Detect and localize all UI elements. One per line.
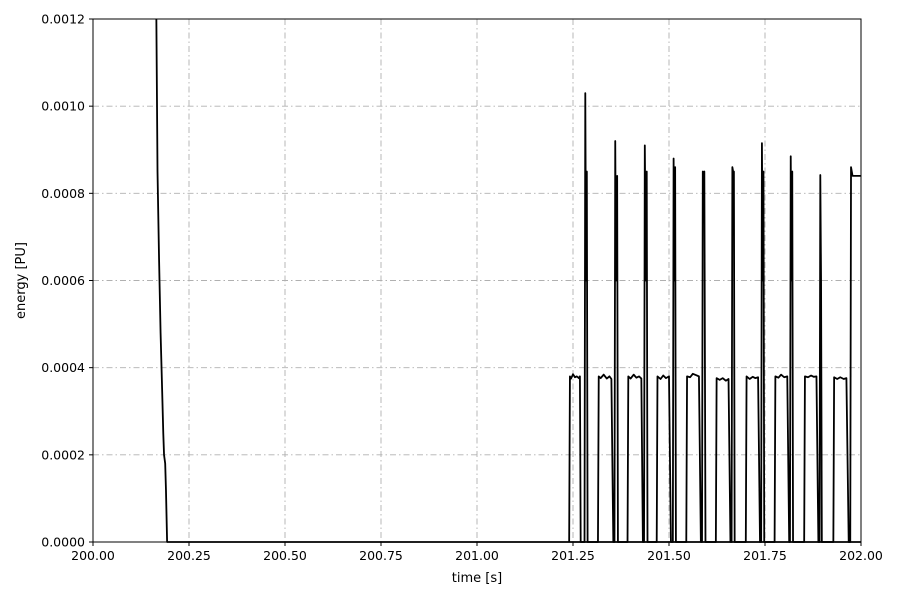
x-axis-label: time [s] (452, 571, 502, 586)
y-tick-label: 0.0004 (41, 360, 85, 375)
x-tick-label: 202.00 (839, 548, 883, 563)
y-tick-label: 0.0000 (41, 535, 85, 550)
y-tick-label: 0.0010 (41, 99, 85, 114)
series-line-2 (568, 92, 861, 543)
x-tick-label: 200.50 (263, 548, 307, 563)
y-tick-label: 0.0006 (41, 273, 85, 288)
x-tick-label: 200.25 (167, 548, 211, 563)
x-tick-label: 201.00 (455, 548, 499, 563)
x-tick-label: 201.50 (647, 548, 691, 563)
axis-ticks: 200.00 200.25 200.50 200.75 201.00 201.25 201.… (41, 12, 883, 564)
x-tick-label: 200.00 (71, 548, 115, 563)
y-tick-label: 0.0012 (41, 12, 85, 27)
y-tick-label: 0.0008 (41, 186, 85, 201)
y-axis-label: energy [PU] (14, 242, 29, 319)
x-tick-label: 201.75 (743, 548, 787, 563)
x-tick-label: 200.75 (359, 548, 403, 563)
y-tick-label: 0.0002 (41, 447, 85, 462)
x-tick-label: 201.25 (551, 548, 595, 563)
